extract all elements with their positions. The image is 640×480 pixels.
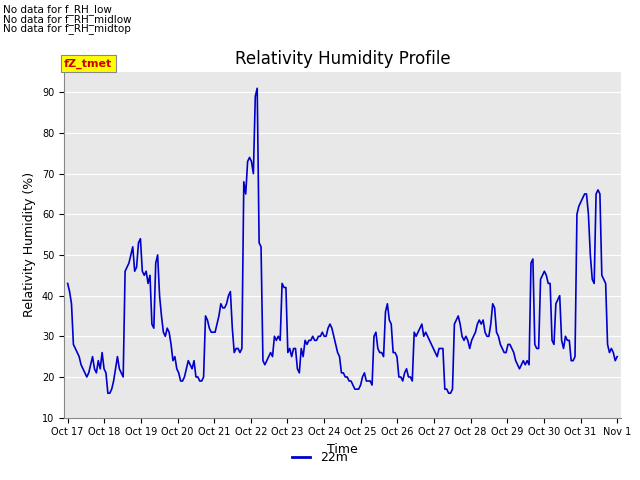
Text: No data for f_RH_midtop: No data for f_RH_midtop: [3, 23, 131, 34]
Legend: 22m: 22m: [287, 446, 353, 469]
Text: No data for f_RH_low: No data for f_RH_low: [3, 4, 112, 15]
X-axis label: Time: Time: [327, 443, 358, 456]
Title: Relativity Humidity Profile: Relativity Humidity Profile: [235, 49, 450, 68]
Text: fZ_tmet: fZ_tmet: [64, 58, 112, 69]
Text: No data for f_RH_midlow: No data for f_RH_midlow: [3, 13, 132, 24]
Y-axis label: Relativity Humidity (%): Relativity Humidity (%): [23, 172, 36, 317]
